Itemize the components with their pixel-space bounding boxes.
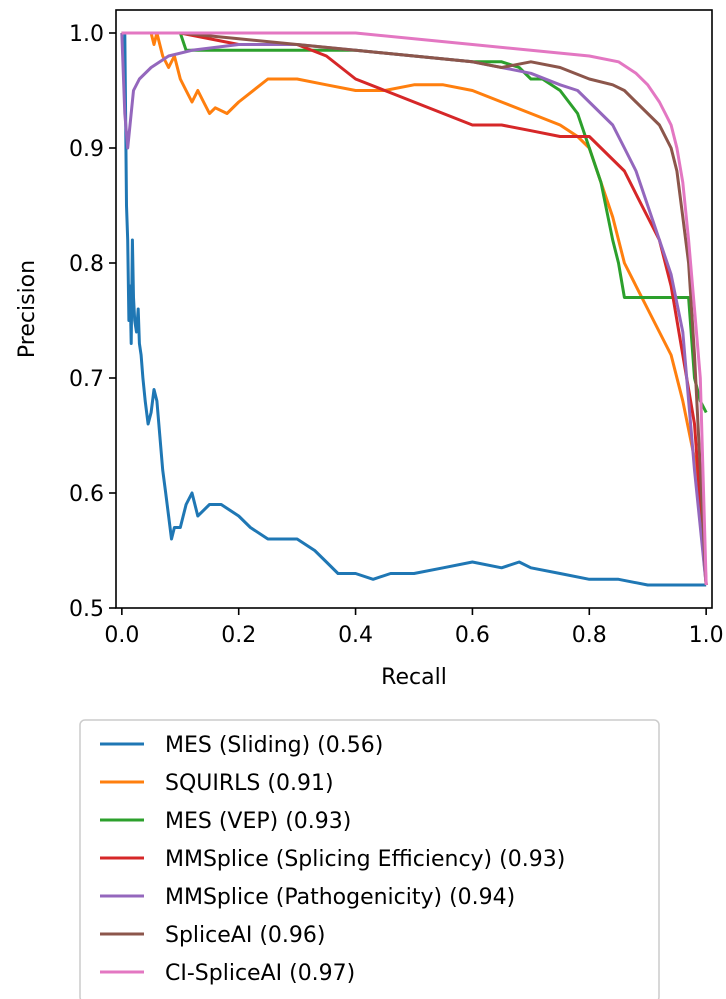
- y-tick-label: 0.5: [69, 597, 104, 622]
- legend: MES (Sliding) (0.56) SQUIRLS (0.91) MES (V…: [79, 719, 660, 999]
- series-line-0: [123, 32, 707, 587]
- legend-label-4: MMSplice (Pathogenicity) (0.94): [165, 885, 515, 910]
- y-axis-title: Precision: [15, 260, 40, 358]
- y-tick-label: 0.9: [69, 137, 104, 162]
- x-tick-label: 0.0: [104, 623, 139, 648]
- y-tick-label: 0.7: [69, 367, 104, 392]
- y-axis: 0.5 0.6 0.7 0.8 0.9 1.0: [69, 22, 116, 622]
- x-axis-title: Recall: [381, 665, 447, 690]
- legend-label-2: MES (VEP) (0.93): [165, 809, 351, 834]
- legend-frame: [79, 719, 660, 999]
- series-line-4: [120, 32, 708, 586]
- x-axis: 0.0 0.2 0.4 0.6 0.8 1.0: [104, 608, 724, 648]
- series-line-1: [121, 31, 708, 586]
- y-tick-label: 1.0: [69, 22, 104, 47]
- series-line-3: [121, 31, 708, 586]
- legend-label-3: MMSplice (Splicing Efficiency) (0.93): [165, 847, 565, 872]
- series-line-2: [121, 31, 708, 414]
- x-tick-label: 1.0: [689, 623, 724, 648]
- series-line-5: [121, 31, 708, 586]
- plot-frame: [115, 9, 713, 609]
- legend-label-5: SpliceAI (0.96): [165, 923, 325, 948]
- x-tick-label: 0.6: [455, 623, 490, 648]
- legend-label-1: SQUIRLS (0.91): [165, 771, 334, 796]
- y-tick-label: 0.8: [69, 252, 104, 277]
- y-tick-label: 0.6: [69, 482, 104, 507]
- legend-label-6: CI-SpliceAI (0.97): [165, 961, 355, 986]
- legend-label-0: MES (Sliding) (0.56): [165, 733, 383, 758]
- x-tick-label: 0.4: [338, 623, 373, 648]
- x-tick-label: 0.2: [221, 623, 256, 648]
- x-tick-label: 0.8: [572, 623, 607, 648]
- plot-lines: [120, 31, 708, 587]
- series-line-6: [121, 31, 708, 586]
